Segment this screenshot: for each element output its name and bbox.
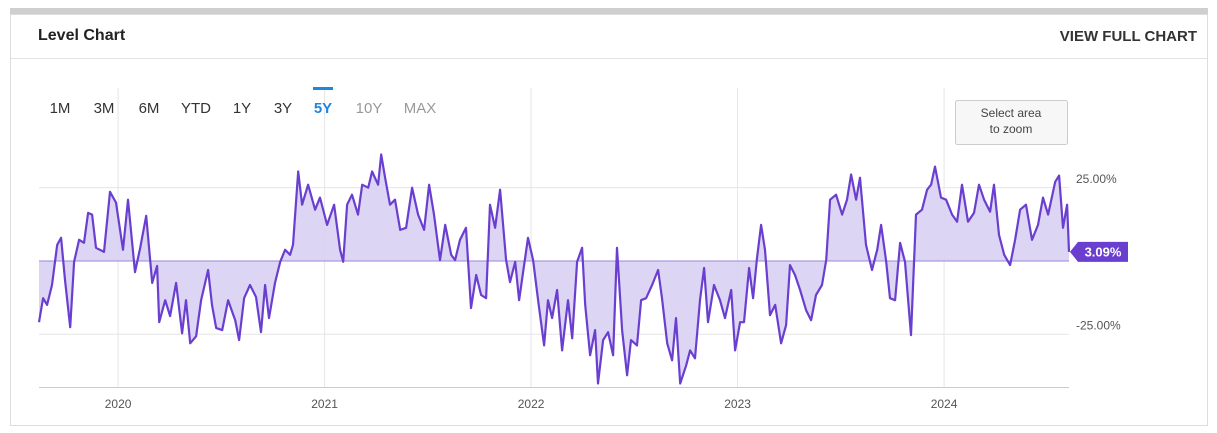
x-tick-label: 2022 — [518, 397, 545, 411]
zoom-hint-box — [955, 100, 1068, 145]
range-button[interactable]: YTD — [181, 100, 211, 117]
y-tick-label: -25.00% — [1076, 318, 1121, 332]
range-button[interactable]: 1M — [50, 100, 71, 117]
area-fill — [39, 154, 1069, 384]
y-tick-label: 25.00% — [1076, 172, 1117, 186]
range-button[interactable]: 3M — [94, 100, 115, 117]
last-value-label: 3.09% — [1085, 244, 1122, 259]
view-full-chart[interactable]: VIEW FULL CHART — [1060, 28, 1197, 45]
range-button[interactable]: 1Y — [233, 100, 251, 117]
range-button: MAX — [404, 100, 437, 117]
x-tick-label: 2023 — [724, 397, 751, 411]
range-button[interactable]: 5Y — [314, 100, 332, 117]
range-button[interactable]: 3Y — [274, 100, 292, 117]
range-selected-bar — [313, 87, 333, 90]
line — [37, 153, 1071, 385]
x-tick-label: 2021 — [311, 397, 338, 411]
card-title: Level Chart — [38, 27, 126, 44]
range-button: 10Y — [356, 100, 383, 117]
last-value-badge — [1070, 241, 1128, 262]
top-bar — [10, 8, 1208, 14]
zoom-hint-text: Select area — [981, 106, 1042, 120]
zoom-hint-text: to zoom — [990, 122, 1033, 136]
card — [10, 14, 1208, 426]
x-tick-label: 2024 — [931, 397, 958, 411]
range-button[interactable]: 6M — [139, 100, 160, 117]
x-tick-label: 2020 — [105, 397, 132, 411]
